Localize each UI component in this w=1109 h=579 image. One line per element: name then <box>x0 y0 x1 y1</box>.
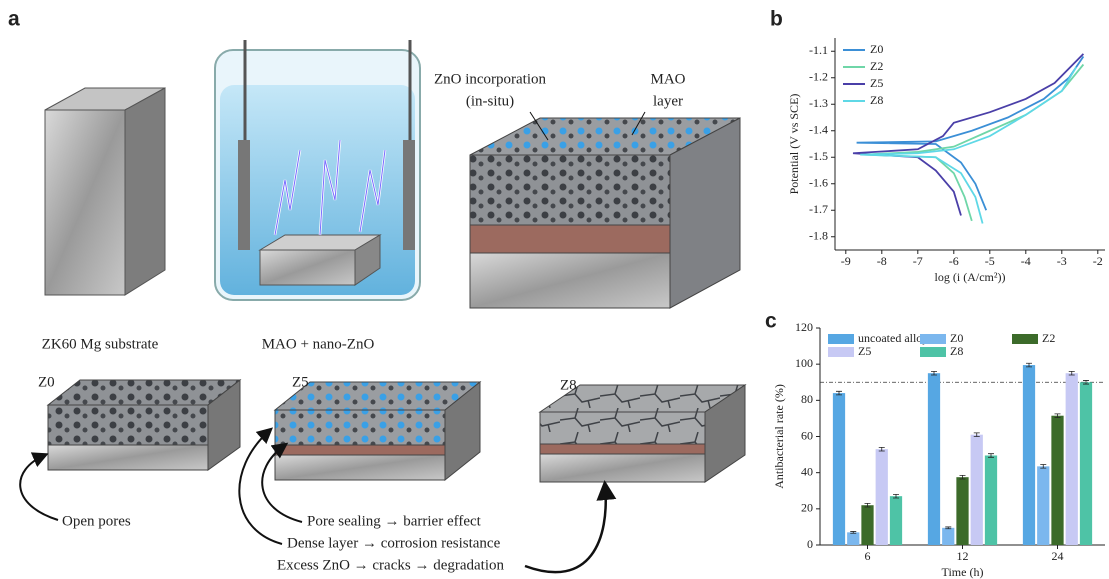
figure: a ZK60 Mg substrate MAO + nano-ZnO ZnO i… <box>0 0 1109 579</box>
substrate-label: ZK60 Mg substrate <box>42 336 159 352</box>
note: Dense layer → corrosion resistance <box>287 535 501 551</box>
y-tick-label: 80 <box>801 392 813 406</box>
legend-label: Z2 <box>1042 331 1055 345</box>
bar <box>847 532 859 545</box>
bar <box>833 393 845 545</box>
zno-label: ZnO incorporation <box>434 71 547 87</box>
legend-label: Z0 <box>950 331 963 345</box>
bar <box>1080 382 1092 545</box>
x-tick-label: -5 <box>985 254 995 268</box>
bar <box>971 435 983 545</box>
y-tick-label: -1.3 <box>809 96 828 110</box>
bar <box>985 455 997 545</box>
legend-label: Z5 <box>858 344 871 358</box>
legend-label: Z8 <box>870 93 883 107</box>
legend-swatch <box>828 347 854 357</box>
x-axis-label: Time (h) <box>942 565 984 579</box>
sample-label: Z5 <box>292 374 309 390</box>
legend-label: uncoated alloy <box>858 331 928 345</box>
error-bar <box>945 527 951 529</box>
bar <box>1051 416 1063 545</box>
x-tick-label: 6 <box>865 549 871 563</box>
legend-swatch <box>920 347 946 357</box>
y-tick-label: 120 <box>795 320 813 334</box>
x-tick-label: -6 <box>949 254 959 268</box>
bar <box>876 449 888 545</box>
legend-label: Z5 <box>870 76 883 90</box>
y-axis-label: Potential (V vs SCE) <box>787 94 801 195</box>
x-tick-label: 12 <box>957 549 969 563</box>
zno-label: (in-situ) <box>466 93 514 109</box>
x-tick-label: -8 <box>877 254 887 268</box>
bar <box>928 373 940 545</box>
x-tick-label: -9 <box>841 254 851 268</box>
legend-label: Z2 <box>870 59 883 73</box>
bath-label: MAO + nano-ZnO <box>262 336 375 352</box>
panel-a-illustration: a ZK60 Mg substrate MAO + nano-ZnO ZnO i… <box>8 8 745 574</box>
x-tick-label: 24 <box>1052 549 1064 563</box>
y-tick-label: -1.7 <box>809 202 828 216</box>
y-tick-label: -1.4 <box>809 123 828 137</box>
y-tick-label: 100 <box>795 356 813 370</box>
x-tick-label: -7 <box>913 254 923 268</box>
bar <box>1023 365 1035 545</box>
sample-label: Z8 <box>560 377 577 393</box>
panel-label: b <box>770 8 783 31</box>
note: Pore sealing → barrier effect <box>307 513 482 529</box>
legend-label: Z0 <box>870 42 883 56</box>
y-tick-label: -1.1 <box>809 43 828 57</box>
bar <box>1037 466 1049 545</box>
bar <box>890 496 902 545</box>
legend-label: Z8 <box>950 344 963 358</box>
sample-label: Z0 <box>38 374 55 390</box>
bar <box>942 528 954 545</box>
y-axis-label: Antibacterial rate (%) <box>772 384 786 489</box>
mao-label: MAO <box>650 71 685 87</box>
y-tick-label: -1.2 <box>809 70 828 84</box>
line-series <box>860 67 1076 223</box>
y-tick-label: -1.8 <box>809 229 828 243</box>
y-tick-label: -1.5 <box>809 149 828 163</box>
x-axis-label: log (i (A/cm²)) <box>935 270 1006 284</box>
y-tick-label: 20 <box>801 501 813 515</box>
y-tick-label: 40 <box>801 464 813 478</box>
x-tick-label: -4 <box>1021 254 1031 268</box>
legend-swatch <box>1012 334 1038 344</box>
x-tick-label: -3 <box>1057 254 1067 268</box>
y-tick-label: 60 <box>801 428 813 442</box>
mao-label: layer <box>653 93 683 109</box>
x-tick-label: -2 <box>1093 254 1103 268</box>
note: Excess ZnO → cracks → degradation <box>277 557 505 573</box>
note: Open pores <box>62 513 131 529</box>
line-series <box>853 54 1083 216</box>
legend-swatch <box>920 334 946 344</box>
bar <box>1066 373 1078 545</box>
legend-swatch <box>828 334 854 344</box>
panel-label: a <box>8 8 20 31</box>
panel-label: c <box>765 310 777 333</box>
y-tick-label: -1.6 <box>809 176 828 190</box>
bar <box>956 477 968 545</box>
y-tick-label: 0 <box>807 537 813 551</box>
bar <box>861 505 873 545</box>
